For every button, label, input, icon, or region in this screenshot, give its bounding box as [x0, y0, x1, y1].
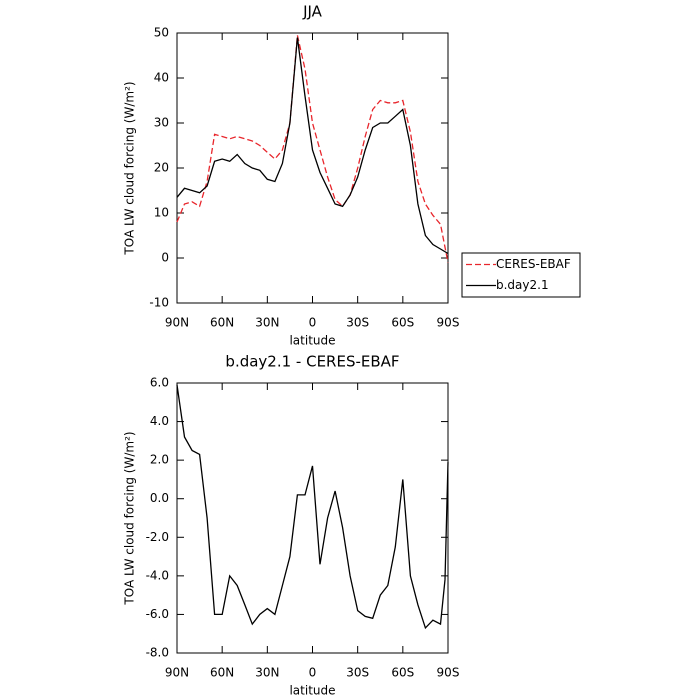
plot-frame: [176, 382, 449, 654]
x-tick-label: 90N: [165, 316, 189, 330]
x-tick-label: 30S: [346, 666, 369, 680]
y-tick-label: 2.0: [150, 453, 169, 467]
x-tick-label: 0: [309, 316, 317, 330]
chart-title: JJA: [302, 3, 323, 21]
x-tick-label: 90N: [165, 666, 189, 680]
y-tick-label: 30: [154, 116, 169, 130]
y-tick-label: -6.0: [146, 607, 169, 621]
y-axis-label: TOA LW cloud forcing (W/m²): [123, 431, 137, 605]
y-tick-label: 4.0: [150, 414, 169, 428]
x-tick-label: 30N: [255, 316, 279, 330]
y-tick-label: 50: [154, 26, 169, 40]
y-tick-label: -10: [149, 296, 169, 310]
y-tick-label: 6.0: [150, 376, 169, 390]
y-tick-label: 0: [161, 251, 169, 265]
y-tick-label: -4.0: [146, 568, 169, 582]
data-line: [176, 37, 449, 255]
legend-label: CERES-EBAF: [496, 257, 571, 271]
legend-label: b.day2.1: [496, 278, 549, 292]
x-axis-label: latitude: [289, 684, 335, 698]
y-tick-label: 40: [154, 71, 169, 85]
x-tick-label: 90S: [437, 316, 460, 330]
x-tick-label: 0: [309, 666, 317, 680]
x-tick-label: 60S: [391, 316, 414, 330]
y-tick-label: -8.0: [146, 646, 169, 660]
y-tick-label: 10: [154, 206, 169, 220]
data-line: [176, 384, 449, 630]
x-tick-label: 60S: [391, 666, 414, 680]
x-tick-label: 30S: [346, 316, 369, 330]
y-tick-label: -2.0: [146, 530, 169, 544]
x-tick-label: 30N: [255, 666, 279, 680]
plot-frame: [176, 32, 449, 304]
chart-title: b.day2.1 - CERES-EBAF: [225, 353, 399, 371]
y-tick-label: 0.0: [150, 491, 169, 505]
x-tick-label: 60N: [210, 316, 234, 330]
x-tick-label: 60N: [210, 666, 234, 680]
y-axis-label: TOA LW cloud forcing (W/m²): [123, 81, 137, 255]
y-tick-label: 20: [154, 161, 169, 175]
data-line: [176, 35, 449, 263]
x-axis-label: latitude: [289, 334, 335, 348]
x-tick-label: 90S: [437, 666, 460, 680]
legend-frame: [461, 252, 581, 298]
